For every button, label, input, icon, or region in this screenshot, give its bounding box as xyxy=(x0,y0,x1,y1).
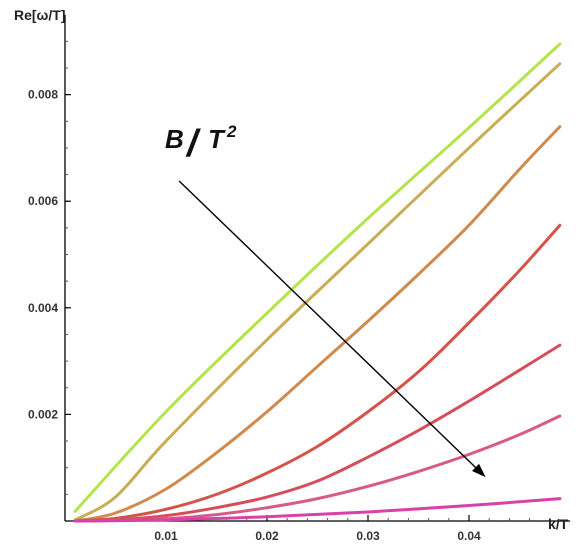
series-line-5 xyxy=(73,343,562,523)
x-tick-label: 0.02 xyxy=(255,529,279,543)
axes: 0.01 0.02 0.03 0.04 0.002 0.004 0.006 0.008 xyxy=(28,15,570,543)
series-line-4 xyxy=(73,223,562,523)
series-line-1 xyxy=(73,42,562,513)
series-line-7 xyxy=(73,497,562,523)
x-tick-label: 0.03 xyxy=(356,529,380,543)
annotation-T: T xyxy=(208,124,226,154)
y-tick-label: 0.006 xyxy=(28,194,58,208)
x-tick-label: 0.04 xyxy=(457,529,481,543)
annotation-B: B xyxy=(165,124,184,154)
annotation-slash: / xyxy=(185,123,201,165)
series-line-3 xyxy=(73,125,562,523)
annotation-exponent: 2 xyxy=(226,122,237,141)
series-group xyxy=(73,42,562,523)
y-tick-label: 0.004 xyxy=(28,301,58,315)
y-tick-label: 0.008 xyxy=(28,88,58,102)
x-tick-label: 0.01 xyxy=(154,529,178,543)
b-over-t-squared-annotation: B / T 2 xyxy=(165,122,237,165)
x-axis-label: k/T xyxy=(548,516,569,532)
trend-arrow xyxy=(178,180,486,478)
series-line-2 xyxy=(73,62,562,522)
y-tick-label: 0.002 xyxy=(28,407,58,421)
y-axis-label: Re[ω/T] xyxy=(14,7,66,23)
